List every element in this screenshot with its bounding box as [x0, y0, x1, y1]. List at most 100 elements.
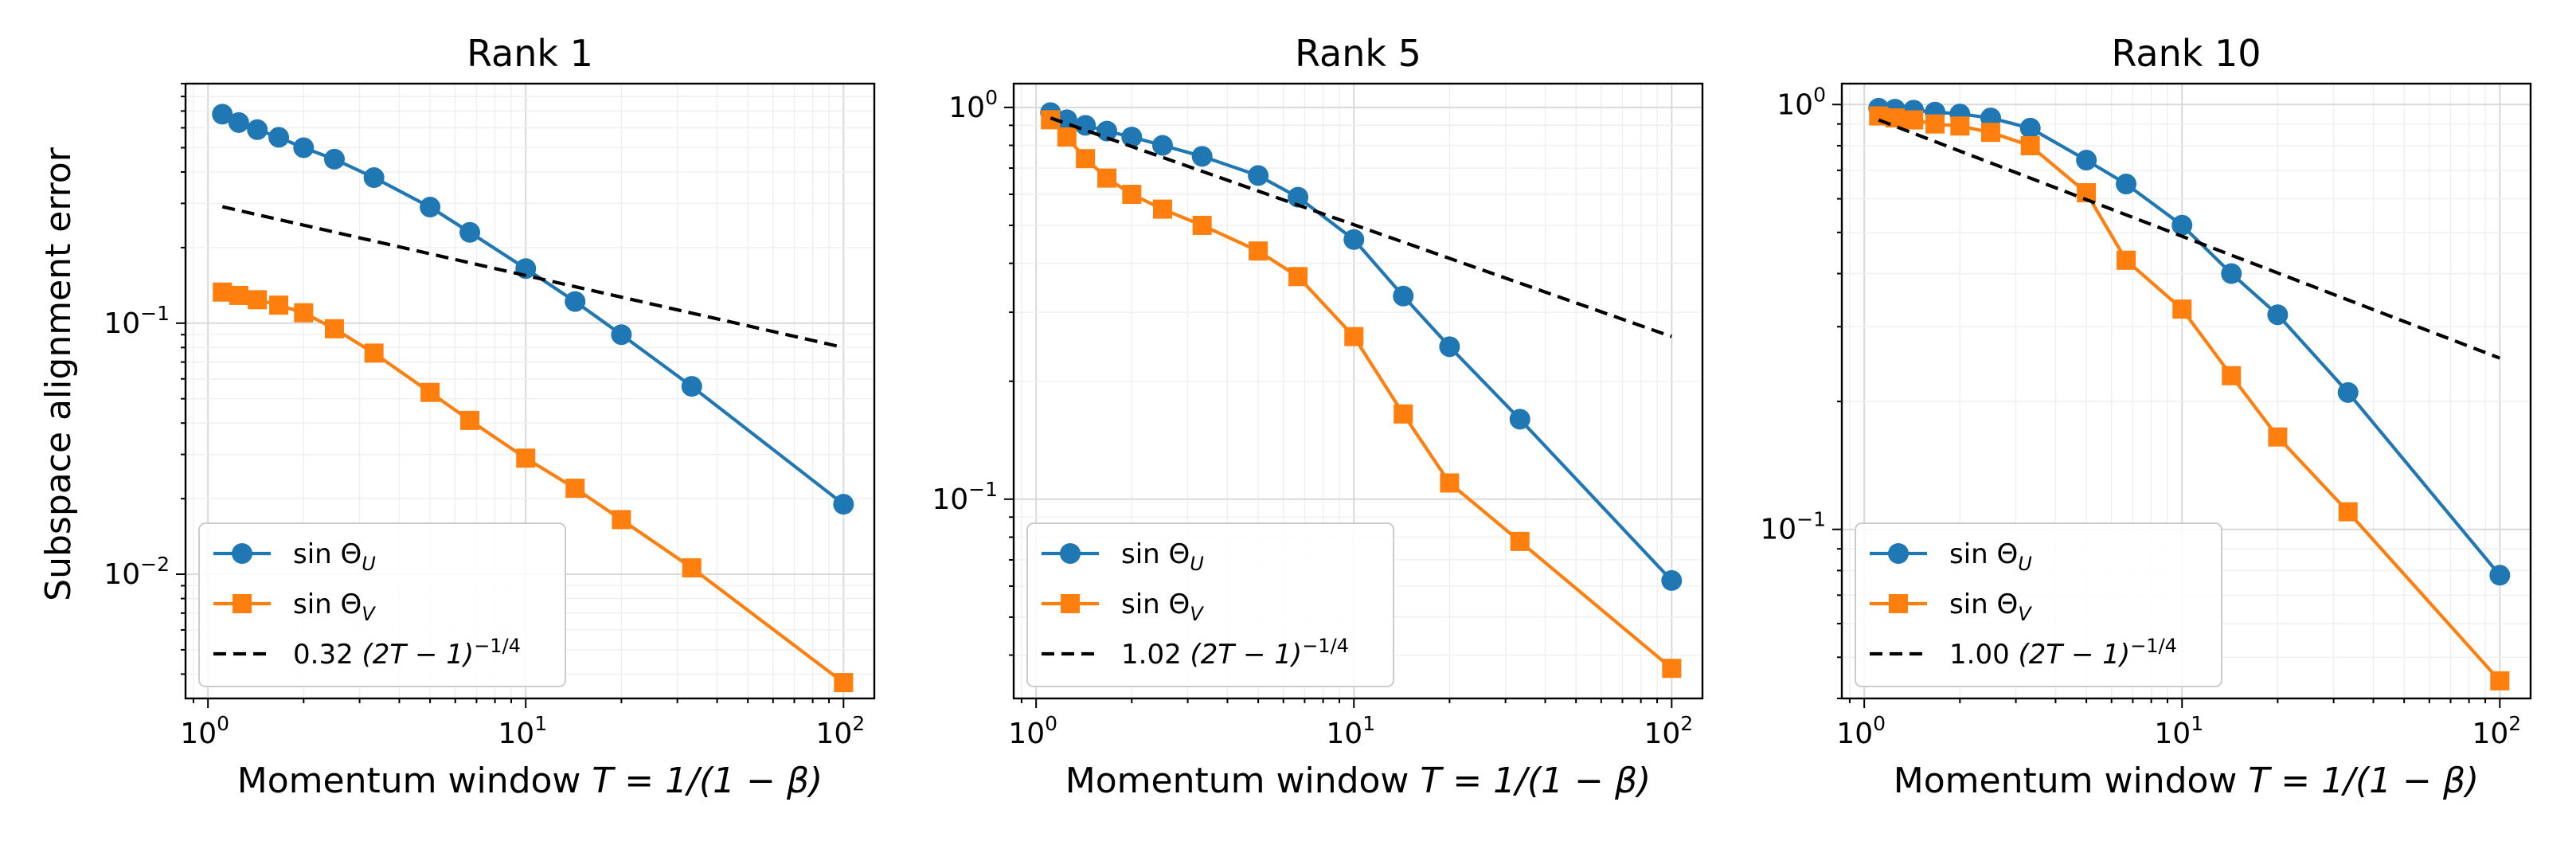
data-point-sin_U [1248, 165, 1269, 186]
data-point-sin_V [1440, 473, 1460, 493]
y-tick-label: 10−1 [104, 302, 170, 340]
data-point-sin_U [1509, 409, 1530, 430]
series-line-ref [221, 205, 844, 350]
legend-marker-sin_V [233, 594, 252, 613]
data-point-sin_V [1057, 127, 1077, 147]
axes-frame [1840, 82, 2532, 700]
legend-box [1855, 522, 2222, 687]
legend-label-sin_V: sin ΘV [293, 589, 376, 625]
legend-label-sin_U: sin ΘU [1121, 538, 1204, 575]
data-point-sin_V [1344, 327, 1364, 346]
figure-ylabel: Subspace alignment error [38, 147, 79, 601]
data-point-sin_V [213, 282, 233, 302]
y-tick-label: 100 [1777, 83, 1826, 121]
data-point-sin_V [269, 295, 289, 315]
data-point-sin_U [2116, 174, 2137, 195]
data-point-sin_U [1393, 285, 1414, 307]
data-point-sin_V [2338, 502, 2358, 522]
y-tick-label: 10−1 [932, 478, 998, 516]
data-point-sin_U [1151, 135, 1173, 156]
data-point-sin_U [565, 291, 586, 312]
x-tick-label: 101 [2154, 712, 2203, 750]
data-point-sin_V [364, 343, 384, 363]
data-point-sin_V [1904, 110, 1924, 130]
data-point-sin_U [459, 221, 481, 243]
x-tick-label: 101 [498, 712, 547, 750]
series-group [1040, 102, 1683, 679]
data-point-sin_U [212, 104, 233, 125]
data-point-sin_V [248, 290, 268, 310]
y-tick-label: 10−1 [1760, 508, 1826, 546]
panel-rank-1: 100 101 102 10−2 10−1 Rank 1 Momentum window T… [104, 32, 876, 801]
data-point-sin_V [2117, 250, 2136, 270]
legend-label-sin_V: sin ΘV [1949, 589, 2032, 625]
data-point-sin_V [1510, 531, 1530, 551]
legend-label-ref: 0.32 (2T − 1)−1/4 [293, 635, 521, 671]
data-point-sin_V [324, 319, 344, 338]
legend-box [1026, 522, 1394, 687]
data-point-sin_U [363, 167, 385, 189]
legend-label-ref: 1.02 (2T − 1)−1/4 [1121, 635, 1349, 671]
data-point-sin_V [1192, 215, 1212, 235]
legend-label-sin_U: sin ΘU [293, 538, 376, 575]
axes-frame [184, 82, 876, 700]
data-point-sin_V [294, 303, 314, 323]
data-point-sin_U [2171, 214, 2193, 236]
data-point-sin_U [2076, 150, 2097, 171]
data-point-sin_V [1122, 184, 1142, 204]
data-point-sin_V [1980, 123, 2000, 143]
data-point-sin_U [1096, 120, 1118, 142]
data-point-sin_U [2489, 565, 2511, 586]
panel-title: Rank 10 [2111, 32, 2261, 75]
x-tick-label: 100 [1836, 712, 1886, 750]
data-point-sin_V [1076, 149, 1096, 169]
data-point-sin_U [1191, 146, 1213, 167]
x-tick-label: 102 [2472, 712, 2521, 750]
y-tick-label: 10−2 [104, 553, 170, 591]
data-point-sin_V [565, 479, 585, 499]
panel-title: Rank 1 [467, 32, 593, 75]
data-point-sin_V [1394, 404, 1413, 424]
data-point-sin_U [228, 111, 249, 133]
data-point-sin_V [1662, 659, 1682, 679]
data-point-sin_V [460, 410, 480, 430]
data-point-sin_U [1439, 336, 1460, 358]
data-point-sin_U [323, 148, 345, 170]
panel-title: Rank 5 [1295, 32, 1421, 75]
x-axis-label: Momentum window T = 1/(1 − β) [237, 761, 823, 801]
axes-frame [1012, 82, 1704, 700]
series-line-ref [1050, 116, 1672, 338]
data-point-sin_V [1925, 114, 1945, 134]
data-point-sin_U [293, 137, 315, 158]
data-point-sin_U [1343, 229, 1365, 250]
data-point-sin_V [2222, 366, 2242, 385]
panel-rank-10: 100 101 102 10−1 100 Rank 10 Momentum window T… [1760, 32, 2532, 801]
series-line-ref [1878, 118, 2501, 360]
legend-marker-sin_V [1061, 594, 1080, 613]
data-point-sin_V [2268, 427, 2288, 447]
data-point-sin_V [1152, 199, 1172, 219]
data-point-sin_U [833, 494, 854, 515]
data-point-sin_V [516, 448, 536, 468]
data-point-sin_U [1121, 127, 1143, 148]
data-point-sin_U [2019, 117, 2041, 139]
data-point-sin_V [1950, 116, 1970, 136]
x-tick-label: 102 [1644, 712, 1693, 750]
data-point-sin_V [420, 382, 440, 402]
legend: sin ΘU sin ΘV 1.00 (2T − 1)−1/4 [1855, 522, 2222, 687]
y-tick-label: 100 [948, 86, 998, 124]
data-point-sin_V [1288, 267, 1308, 287]
legend: sin ΘU sin ΘV 0.32 (2T − 1)−1/4 [198, 522, 566, 687]
panel-rank-5: 100 101 102 10−1 100 Rank 5 Momentum window T … [932, 32, 1704, 801]
data-point-sin_V [2172, 299, 2192, 319]
legend-box [198, 522, 566, 687]
panels: 100 101 102 10−2 10−1 Rank 1 Momentum window T… [104, 32, 2532, 801]
legend-label-ref: 1.00 (2T − 1)−1/4 [1949, 635, 2177, 671]
data-point-sin_U [268, 127, 290, 148]
data-point-sin_V [1249, 241, 1268, 261]
x-tick-label: 101 [1326, 712, 1375, 750]
legend-marker-sin_U [232, 543, 252, 564]
data-point-sin_V [229, 285, 248, 305]
data-point-sin_V [834, 673, 854, 693]
